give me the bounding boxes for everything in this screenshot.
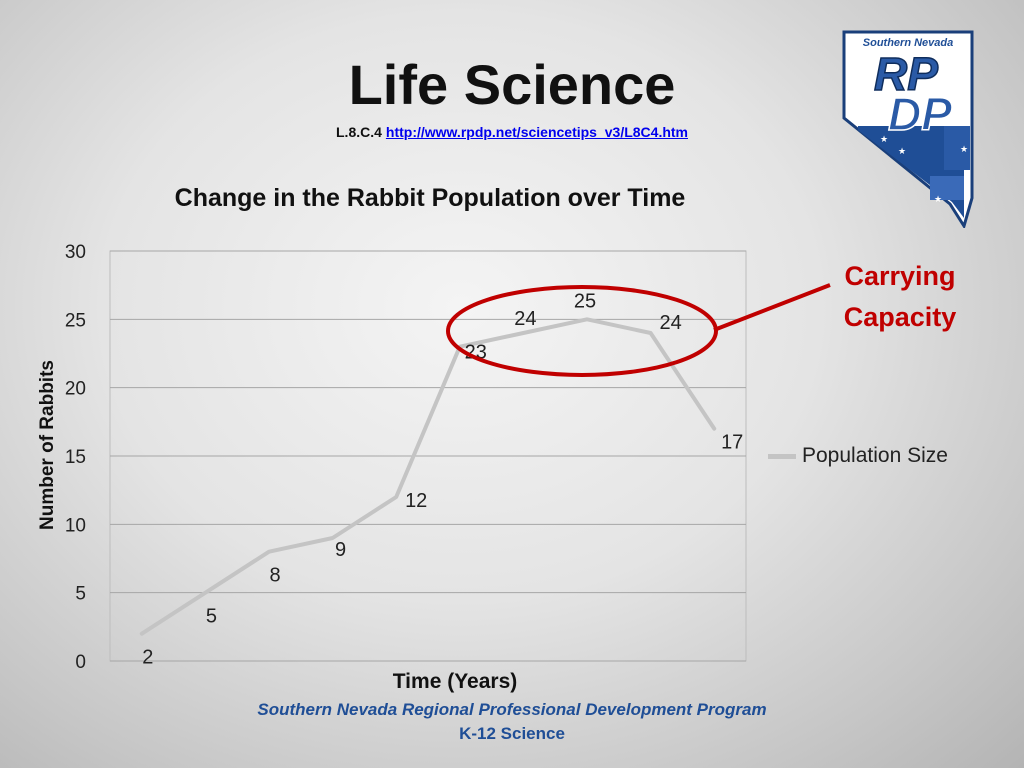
data-label: 12 — [405, 490, 427, 512]
footer-program-name: Southern Nevada Regional Professional De… — [162, 700, 862, 720]
data-label: 9 — [335, 539, 346, 561]
data-label: 2 — [142, 647, 153, 669]
y-tick-label: 30 — [65, 242, 86, 263]
callout-pointer-line — [714, 285, 830, 330]
data-label: 24 — [514, 308, 536, 330]
data-label: 17 — [721, 432, 743, 454]
carrying-capacity-callout: Carrying Capacity — [820, 256, 980, 338]
series-line-population-size — [142, 319, 714, 633]
y-tick-label: 10 — [65, 515, 86, 536]
y-tick-label: 15 — [65, 447, 86, 468]
data-label: 8 — [269, 565, 280, 587]
data-label: 24 — [659, 312, 681, 334]
y-tick-label: 20 — [65, 379, 86, 400]
footer-subtitle: K-12 Science — [162, 724, 862, 744]
callout-line-1: Carrying — [820, 256, 980, 297]
y-tick-label: 25 — [65, 310, 86, 331]
y-tick-label: 0 — [75, 652, 86, 673]
callout-line-2: Capacity — [820, 297, 980, 338]
data-label: 25 — [574, 290, 596, 312]
legend-label: Population Size — [802, 444, 948, 468]
x-axis-label: Time (Years) — [330, 670, 580, 694]
y-axis-label: Number of Rabbits — [37, 345, 59, 545]
data-label: 5 — [206, 606, 217, 628]
legend-swatch — [768, 454, 796, 459]
legend: Population Size — [768, 444, 948, 468]
y-tick-label: 5 — [75, 584, 86, 605]
